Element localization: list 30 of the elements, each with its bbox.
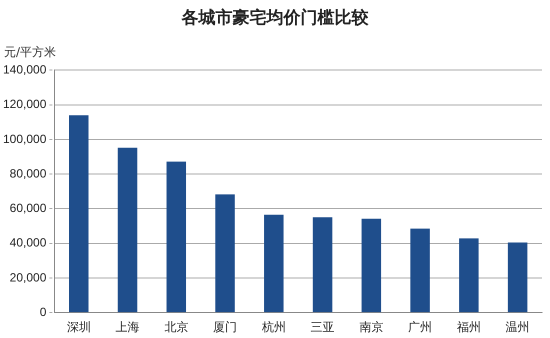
x-tick-label: 温州: [506, 320, 530, 334]
bar: [118, 148, 138, 312]
y-tick-label: 40,000: [10, 236, 47, 250]
bar: [459, 238, 479, 312]
x-tick-label: 厦门: [213, 320, 238, 334]
y-tick-label: 80,000: [10, 166, 47, 180]
y-tick-label: 60,000: [10, 201, 47, 216]
y-tick-label: 20,000: [10, 270, 47, 284]
bar: [166, 162, 186, 312]
bar: [362, 218, 382, 312]
y-tick-label: 120,000: [2, 97, 47, 112]
y-tick-label: 0: [40, 304, 47, 319]
x-tick-label: 三亚: [310, 320, 335, 334]
y-axis-title: 元/平方米: [4, 44, 56, 61]
bar: [312, 217, 332, 312]
bar: [264, 214, 284, 312]
y-tick-label: 100,000: [2, 132, 47, 146]
x-tick-label: 南京: [359, 320, 384, 334]
bar: [69, 115, 89, 312]
bar: [508, 242, 528, 312]
x-tick-label: 深圳: [66, 320, 91, 334]
bar: [215, 194, 235, 312]
x-tick-label: 杭州: [260, 320, 286, 334]
x-tick-label: 上海: [116, 320, 140, 334]
chart-title: 各城市豪宅均价门槛比较: [180, 7, 370, 29]
x-tick-label: 广州: [408, 320, 432, 334]
x-tick-label: 福州: [456, 320, 481, 334]
bar: [410, 228, 430, 312]
x-tick-label: 北京: [164, 320, 188, 334]
y-tick-label: 140,000: [2, 62, 47, 77]
